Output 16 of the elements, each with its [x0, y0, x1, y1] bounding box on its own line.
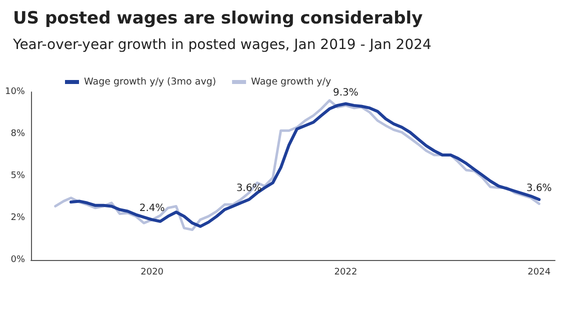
y-tick-label: 8% — [10, 129, 26, 139]
chart-title: US posted wages are slowing considerably — [13, 8, 423, 28]
x-tick-label: 2022 — [334, 268, 358, 278]
data-label: 9.3% — [333, 87, 358, 98]
x-tick-label: 2020 — [140, 268, 164, 278]
data-label: 3.6% — [236, 183, 262, 194]
chart-subtitle: Year-over-year growth in posted wages, Jan 2019 - Jan 2024 — [12, 37, 432, 53]
legend-label: Wage growth y/y — [251, 76, 332, 88]
y-tick-label: 10% — [4, 87, 26, 97]
x-tick-label: 2024 — [528, 268, 551, 278]
data-label: 3.6% — [526, 183, 552, 194]
y-tick-label: 2% — [10, 213, 26, 223]
y-tick-label: 5% — [10, 171, 26, 181]
data-label: 2.4% — [139, 203, 165, 214]
legend-label: Wage growth y/y (3mo avg) — [84, 76, 216, 88]
y-tick-label: 0% — [10, 255, 26, 265]
